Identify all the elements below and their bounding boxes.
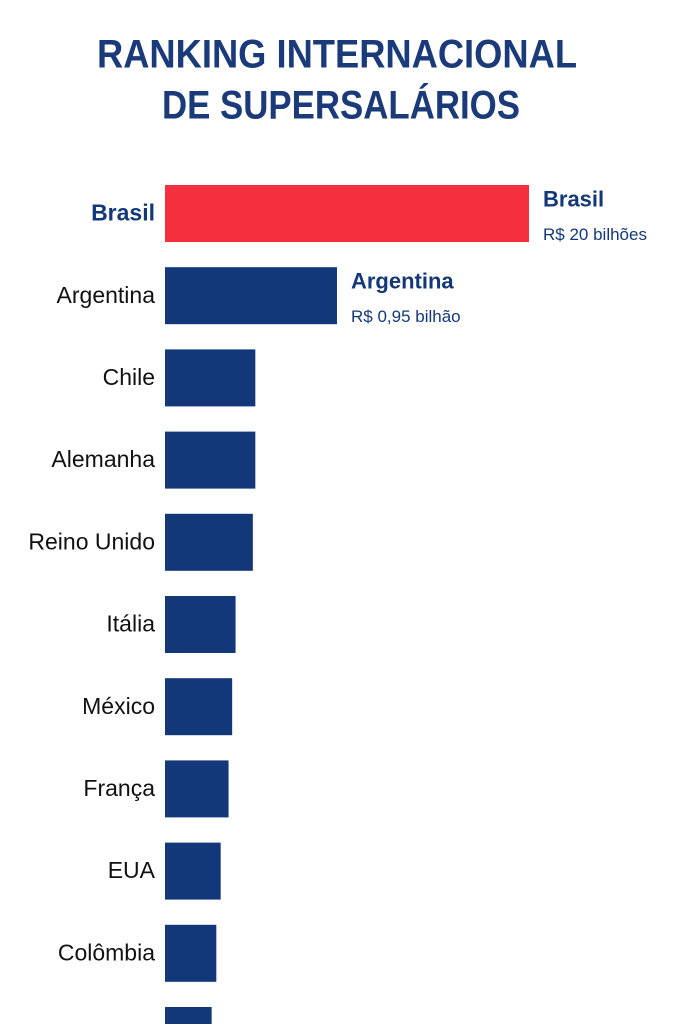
bar [165, 1007, 212, 1024]
bar [165, 760, 229, 818]
bar [165, 267, 337, 325]
bar [165, 349, 256, 407]
y-tick-label: Itália [106, 611, 155, 637]
y-tick-label: Reino Unido [28, 528, 155, 554]
y-tick-label: Argentina [57, 282, 156, 308]
value-label: R$ 0,95 bilhão [351, 307, 461, 326]
y-tick-label: Brasil [91, 200, 155, 226]
y-tick-label: Chile [103, 364, 155, 390]
bar [165, 842, 221, 900]
y-tick-label: Alemanha [51, 446, 155, 472]
annotation-name: Argentina [351, 269, 454, 294]
bar [165, 431, 256, 489]
bar [165, 678, 233, 736]
value-label: R$ 20 bilhões [543, 225, 647, 244]
annotation-name: Brasil [543, 186, 604, 211]
y-tick-label: EUA [108, 857, 156, 883]
y-tick-label: México [82, 693, 155, 719]
bar [165, 185, 529, 242]
bar [165, 596, 236, 653]
bar [165, 513, 253, 571]
y-tick-label: Colômbia [58, 939, 155, 965]
bar [165, 924, 217, 982]
y-tick-label: França [83, 775, 155, 801]
chart-title: DE SUPERSALÁRIOS [162, 83, 520, 128]
chart-title: RANKING INTERNACIONAL [97, 33, 577, 77]
